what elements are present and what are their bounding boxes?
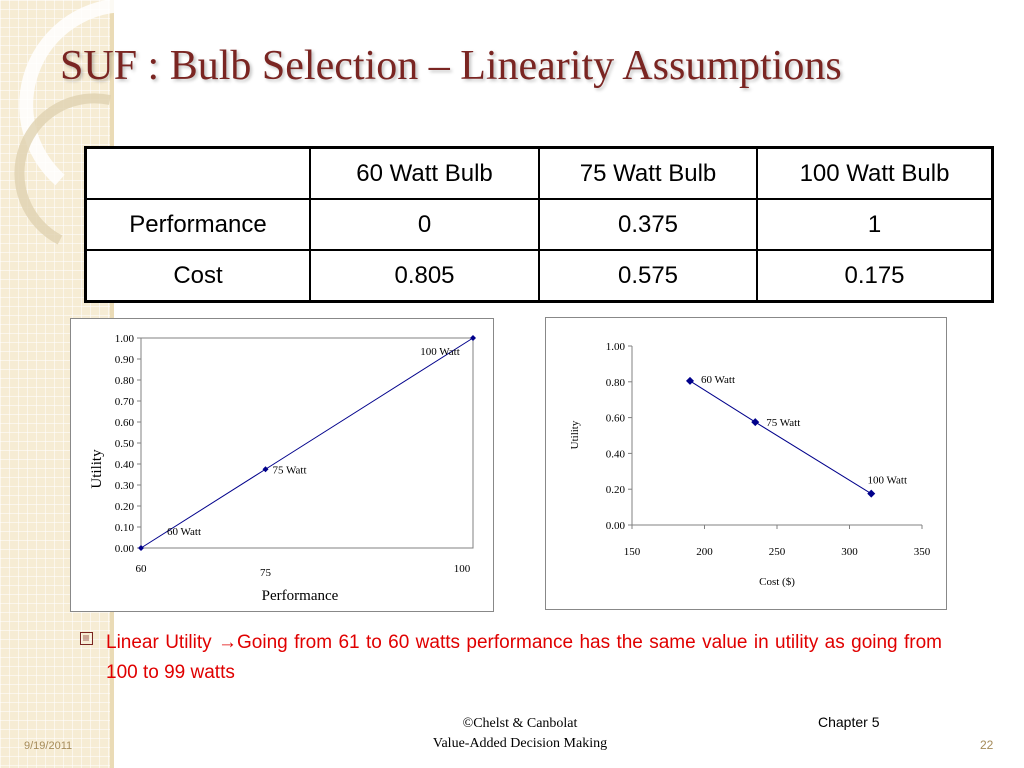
decorative-arc	[14, 0, 141, 245]
slide-title: SUF : Bulb Selection – Linearity Assumpt…	[60, 43, 842, 89]
x-tick-label: 75	[260, 567, 272, 579]
footer-credit-line2: Value-Added Decision Making	[432, 736, 608, 751]
y-tick-label: 0.80	[606, 377, 626, 389]
table-row-label: Performance	[84, 198, 311, 251]
table-cell: 0.175	[756, 249, 994, 303]
table-header-cell: 75 Watt Bulb	[538, 146, 758, 200]
y-tick-label: 0.40	[606, 448, 626, 460]
y-tick-label: 0.90	[115, 354, 135, 366]
performance-utility-chart: 0.00 0.10 0.20 0.30 0.40 0.50 0.60 0.70 0.80 0.90…	[70, 318, 494, 612]
footer-credit: ©Chelst & Canbolat Value-Added Decision …	[380, 714, 660, 754]
data-point-label: 100 Watt	[867, 475, 907, 487]
y-tick-label: 1.00	[606, 341, 626, 353]
series-line	[140, 337, 474, 549]
table-header-cell	[84, 146, 311, 200]
data-point-marker	[686, 376, 694, 385]
table-row: Performance 0 0.375 1	[84, 198, 994, 251]
bulb-comparison-table: 60 Watt Bulb 75 Watt Bulb 100 Watt Bulb …	[84, 146, 994, 303]
footer-credit-line1: ©Chelst & Canbolat	[462, 716, 578, 731]
x-tick-label: 200	[696, 546, 713, 558]
table-header-cell: 100 Watt Bulb	[756, 146, 994, 200]
data-point-label: 75 Watt	[766, 417, 800, 429]
table-header-row: 60 Watt Bulb 75 Watt Bulb 100 Watt Bulb	[84, 146, 994, 200]
y-tick-label: 0.60	[606, 413, 626, 425]
x-tick-label: 300	[841, 546, 858, 558]
footer-chapter: Chapter 5	[818, 714, 880, 730]
x-tick-label: 250	[769, 546, 786, 558]
data-point-label: 60 Watt	[167, 526, 201, 538]
y-tick-label: 0.50	[115, 438, 135, 450]
y-tick-label: 0.60	[115, 417, 135, 429]
y-tick-label: 0.20	[115, 501, 135, 513]
table-cell: 0	[309, 198, 540, 251]
data-point-marker	[262, 466, 269, 473]
x-tick-label: 60	[136, 563, 148, 575]
y-tick-label: 0.30	[115, 480, 135, 492]
data-point-label: 75 Watt	[273, 464, 307, 476]
bullet-text: Linear Utility →Going from 61 to 60 watt…	[106, 632, 942, 683]
data-point-marker	[138, 545, 144, 551]
data-point-marker	[867, 489, 876, 498]
y-tick-label: 1.00	[115, 333, 135, 345]
table-cell: 0.575	[538, 249, 758, 303]
y-tick-label: 0.70	[115, 396, 135, 408]
table-cell: 1	[756, 198, 994, 251]
footer-page-number: 22	[980, 738, 994, 752]
data-point-marker	[751, 418, 760, 427]
performance-utility-chart-svg: 0.00 0.10 0.20 0.30 0.40 0.50 0.60 0.70 0.80 0.90…	[89, 333, 476, 604]
x-axis-title: Performance	[262, 588, 339, 604]
footer-date: 9/19/2011	[24, 740, 73, 752]
cost-utility-chart: 0.00 0.20 0.40 0.60 0.80 1.00 150 200 250 300 350 6…	[545, 317, 947, 610]
checkbox-bullet-icon	[80, 632, 93, 645]
y-tick-label: 0.10	[115, 522, 135, 534]
data-point-label: 100 Watt	[420, 346, 460, 358]
x-tick-label: 100	[454, 563, 471, 575]
cost-utility-chart-svg: 0.00 0.20 0.40 0.60 0.80 1.00 150 200 250 300 350 6…	[569, 341, 931, 588]
data-point-label: 60 Watt	[701, 374, 735, 386]
table-header-cell: 60 Watt Bulb	[309, 146, 540, 200]
y-axis-title: Utility	[89, 449, 105, 489]
y-tick-label: 0.00	[606, 520, 626, 532]
y-axis-title: Utility	[569, 420, 581, 449]
y-tick-label: 0.80	[115, 375, 135, 387]
y-tick-label: 0.40	[115, 459, 135, 471]
x-tick-label: 350	[914, 546, 931, 558]
x-axis-title: Cost ($)	[759, 576, 795, 588]
table-cell: 0.375	[538, 198, 758, 251]
x-tick-label: 150	[624, 546, 641, 558]
y-tick-label: 0.20	[606, 484, 626, 496]
data-point-marker	[470, 335, 476, 341]
series-line	[689, 380, 872, 495]
table-cell: 0.805	[309, 249, 540, 303]
table-row-label: Cost	[84, 249, 311, 303]
y-tick-label: 0.00	[115, 543, 135, 555]
table-row: Cost 0.805 0.575 0.175	[84, 249, 994, 303]
